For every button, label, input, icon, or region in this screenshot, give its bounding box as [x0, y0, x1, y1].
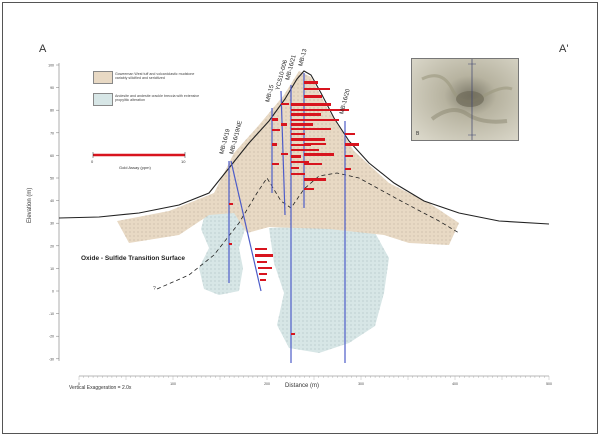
tuff-texture — [117, 71, 459, 245]
y-tick-label: 80 — [50, 109, 54, 113]
vertical-exaggeration-note: Vertical Exaggeration = 2.0x — [69, 385, 132, 391]
y-tick-label: 10 — [50, 267, 54, 271]
y-tick-label: 70 — [50, 131, 54, 135]
y-tick-label: -20 — [49, 335, 54, 339]
x-ticks: 0 100 200 300 400 500 — [78, 376, 552, 386]
x-axis-title: Distance (m) — [285, 383, 320, 389]
y-tick-label: 90 — [50, 86, 54, 90]
transition-uncertain-marker: ? — [153, 286, 156, 292]
y-tick-label: -30 — [49, 357, 54, 361]
assay-scale-max: 10 — [181, 159, 186, 164]
gold-assay-bars — [229, 81, 359, 335]
x-tick-label: 0 — [78, 382, 80, 386]
y-tick-label: 20 — [50, 244, 54, 248]
y-tick-label: 0 — [52, 290, 54, 294]
y-tick-label: 30 — [50, 222, 54, 226]
legend-swatch-tuff — [93, 71, 113, 84]
andesite-texture — [199, 205, 389, 353]
y-tick-label: 50 — [50, 177, 54, 181]
legend-swatch-andesite — [93, 93, 113, 106]
cross-section: A A' 100 90 80 70 60 50 40 30 20 10 0 -10 -20 -30 0 10… — [27, 43, 579, 403]
x-tick-label: 200 — [264, 382, 270, 386]
assay-scale-min: 0 — [91, 159, 94, 164]
inset-relief: B — [412, 59, 518, 140]
x-tick-label: 500 — [546, 382, 552, 386]
assay-scale-title: Gold Assay (ppm) — [119, 165, 151, 170]
y-axis-title: Elevation (m) — [27, 187, 33, 223]
x-tick-label: 100 — [170, 382, 176, 386]
y-tick-label: 100 — [48, 64, 54, 68]
transition-label: Oxide - Sulfide Transition Surface — [81, 255, 186, 262]
topographic-profile — [58, 70, 550, 225]
legend-text-tuff: Goweeman West tuff and volcaniclastic mu… — [115, 72, 195, 81]
figure-frame: A A' 100 90 80 70 60 50 40 30 20 10 0 -10 -20 -30 0 10… — [2, 2, 598, 434]
section-end-label: A' — [559, 43, 569, 55]
location-inset-map: B — [411, 58, 519, 141]
y-tick-label: 40 — [50, 199, 54, 203]
y-tick-label: 60 — [50, 154, 54, 158]
section-start-label: A — [39, 43, 47, 55]
x-tick-label: 400 — [452, 382, 458, 386]
legend-text-andesite: Andesite and andesite crackle breccia wi… — [115, 94, 200, 103]
inset-label: B — [416, 131, 420, 137]
y-tick-label: -10 — [49, 312, 54, 316]
x-tick-label: 300 — [358, 382, 364, 386]
